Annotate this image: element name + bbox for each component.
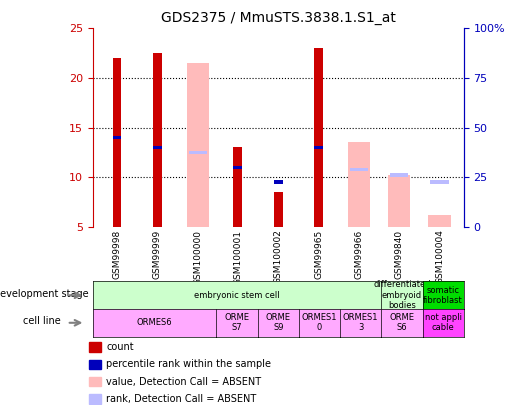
Text: development stage: development stage (0, 289, 89, 299)
Text: ORMES1
3: ORMES1 3 (343, 313, 378, 333)
Bar (234, 147, 242, 227)
Text: ORMES1
0: ORMES1 0 (302, 313, 337, 333)
Text: differentiated
embryoid
bodies: differentiated embryoid bodies (373, 280, 431, 310)
Bar (388, 175, 410, 227)
Text: ORMES6: ORMES6 (137, 318, 172, 327)
Text: count: count (107, 342, 134, 352)
Text: ORME
S6: ORME S6 (390, 313, 414, 333)
Bar (274, 192, 282, 227)
Bar (234, 166, 242, 169)
Bar (89, 360, 101, 369)
Text: not appli
cable: not appli cable (425, 313, 462, 333)
Bar (153, 53, 162, 227)
Bar (430, 180, 448, 184)
Text: value, Detection Call = ABSENT: value, Detection Call = ABSENT (107, 377, 261, 387)
Text: ORME
S9: ORME S9 (266, 313, 291, 333)
Bar (187, 63, 209, 227)
Bar (112, 136, 121, 139)
Text: ORME
S7: ORME S7 (225, 313, 250, 333)
Bar (428, 215, 450, 227)
Text: cell line: cell line (23, 316, 60, 326)
Text: embryonic stem cell: embryonic stem cell (194, 291, 280, 300)
Text: rank, Detection Call = ABSENT: rank, Detection Call = ABSENT (107, 394, 257, 404)
Bar (112, 58, 121, 227)
Bar (390, 173, 408, 177)
Bar (89, 394, 101, 404)
Title: GDS2375 / MmuSTS.3838.1.S1_at: GDS2375 / MmuSTS.3838.1.S1_at (161, 11, 396, 25)
Bar (153, 146, 162, 149)
Bar (274, 180, 282, 184)
Bar (314, 146, 323, 149)
Bar (89, 342, 101, 352)
Text: percentile rank within the sample: percentile rank within the sample (107, 359, 271, 369)
Text: somatic
fibroblast: somatic fibroblast (423, 286, 463, 305)
Bar (314, 48, 323, 227)
Bar (348, 143, 370, 227)
Bar (189, 151, 207, 154)
Bar (350, 168, 368, 171)
Bar (89, 377, 101, 386)
